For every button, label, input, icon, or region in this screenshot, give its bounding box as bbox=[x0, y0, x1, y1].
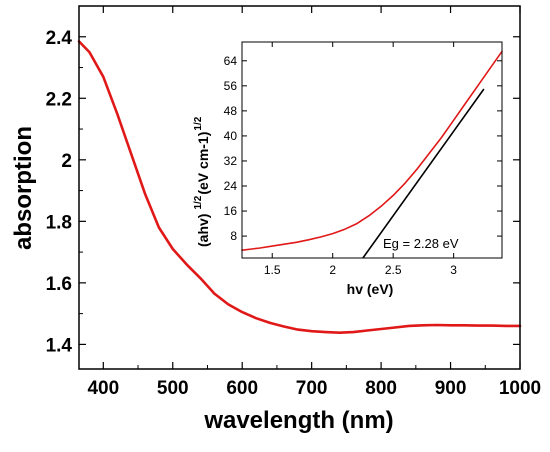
main-y-axis-title: absorption bbox=[10, 126, 37, 250]
main-absorption-series-line bbox=[77, 40, 522, 335]
main-tick-labels: 400 500 600 700 800 900 1000 1.4 1.6 1.8 2 2.2 2.4 bbox=[46, 28, 542, 399]
main-y-tick-label: 2 bbox=[61, 151, 72, 172]
inset-background bbox=[242, 42, 502, 258]
inset-y-title-part-1: (ahv) bbox=[195, 214, 211, 247]
main-plot: 400 500 600 700 800 900 1000 1.4 1.6 1.8 2 2.2 2.4 w… bbox=[10, 5, 542, 434]
main-x-axis-title: wavelength (nm) bbox=[203, 407, 393, 434]
inset-y-title-part-2: (eV cm-1) bbox=[195, 132, 211, 195]
inset-tauc-series-line bbox=[241, 50, 503, 251]
inset-y-tick-label: 24 bbox=[224, 179, 238, 193]
inset-y-tick-label: 64 bbox=[224, 54, 238, 68]
inset-x-tick-label: 2.5 bbox=[385, 263, 402, 277]
main-x-tick-label: 900 bbox=[435, 378, 467, 399]
inset-y-title-exponent-1: 1/2 bbox=[193, 195, 204, 209]
inset-ticks bbox=[242, 42, 502, 258]
inset-x-tick-label: 3 bbox=[450, 263, 457, 277]
inset-tick-labels: 1.5 2 2.5 3 8 16 24 32 40 48 56 64 bbox=[224, 54, 458, 277]
inset-plot-frame bbox=[241, 41, 503, 259]
main-x-tick-label: 700 bbox=[296, 378, 328, 399]
inset-y-tick-label: 40 bbox=[224, 129, 238, 143]
main-x-tick-label: 500 bbox=[157, 378, 189, 399]
main-y-tick-label: 2.2 bbox=[46, 89, 72, 110]
inset-y-tick-label: 16 bbox=[224, 204, 238, 218]
inset-x-tick-label: 1.5 bbox=[264, 263, 281, 277]
inset-y-tick-label: 8 bbox=[230, 229, 237, 243]
inset-y-tick-label: 56 bbox=[224, 79, 238, 93]
main-x-tick-label: 400 bbox=[87, 378, 119, 399]
bandgap-annotation: Eg = 2.28 eV bbox=[383, 236, 459, 251]
main-x-tick-label: 600 bbox=[226, 378, 258, 399]
main-x-tick-label: 800 bbox=[365, 378, 397, 399]
inset-y-axis-title-base: (ahv)1/2(eV cm-1)1/2 bbox=[193, 116, 211, 247]
inset-x-axis-title: hv (eV) bbox=[347, 281, 394, 297]
main-ticks bbox=[79, 6, 521, 369]
inset-y-tick-label: 32 bbox=[224, 154, 238, 168]
main-x-tick-label: 1000 bbox=[499, 378, 541, 399]
inset-x-tick-label: 2 bbox=[329, 263, 336, 277]
main-y-tick-label: 2.4 bbox=[46, 28, 73, 49]
inset-linear-fit-line bbox=[362, 88, 485, 259]
inset-y-axis-title: (ahv)1/2(eV cm-1)1/2 bbox=[193, 116, 211, 247]
main-y-tick-label: 1.8 bbox=[46, 212, 72, 233]
inset-y-tick-label: 48 bbox=[224, 104, 238, 118]
inset-plot: 1.5 2 2.5 3 8 16 24 32 40 48 56 64 Eg = 2.28 eV hv … bbox=[193, 41, 503, 297]
main-y-tick-label: 1.6 bbox=[46, 274, 72, 295]
main-plot-frame bbox=[78, 5, 521, 370]
inset-y-title-exponent-2: 1/2 bbox=[193, 116, 204, 130]
main-y-tick-label: 1.4 bbox=[46, 335, 73, 356]
